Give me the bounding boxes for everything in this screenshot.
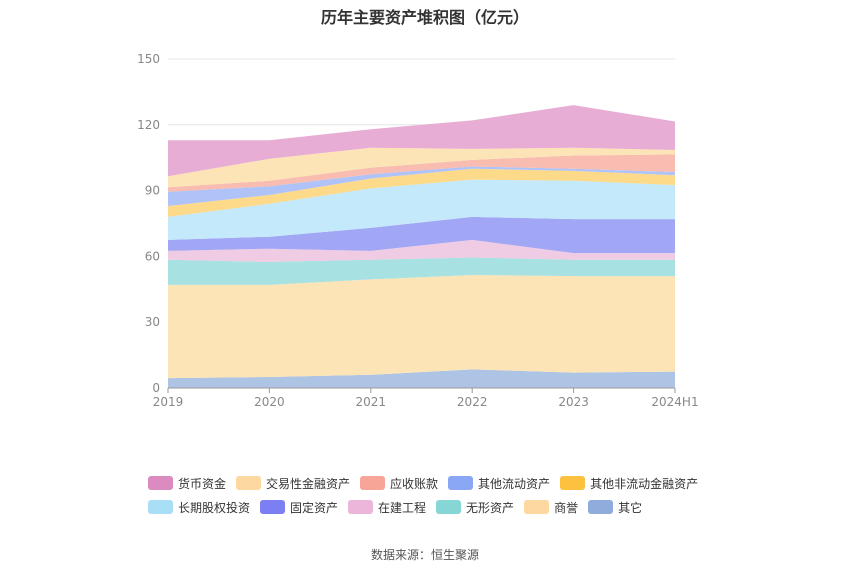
series-area-应收账款 (168, 154, 675, 192)
series-area-固定资产 (168, 216, 675, 254)
legend-row: 货币资金 交易性金融资产 应收账款 其他流动资产 其他非流动金融资产 (148, 471, 728, 495)
series-area-交易性金融资产 (168, 147, 675, 188)
series-area-其他流动资产 (168, 166, 675, 206)
legend-item[interactable]: 其他流动资产 (448, 475, 550, 492)
x-tick-label: 2021 (356, 395, 387, 409)
legend-swatch (448, 476, 474, 490)
legend-swatch (148, 476, 173, 490)
legend-swatch (348, 500, 374, 514)
legend-label: 无形资产 (466, 500, 515, 515)
series-area-长期股权投资 (168, 179, 675, 240)
series-area-在建工程 (168, 239, 675, 262)
legend-label: 在建工程 (378, 500, 427, 515)
legend-item[interactable]: 其它 (588, 499, 642, 516)
legend-swatch (236, 476, 262, 490)
legend-row: 长期股权投资 固定资产 在建工程 无形资产 商誉 其它 (148, 495, 728, 519)
legend-label: 应收账款 (390, 476, 439, 491)
legend-label: 长期股权投资 (178, 500, 251, 515)
legend-label: 固定资产 (290, 500, 339, 515)
legend-swatch (260, 500, 286, 514)
x-tick-label: 2023 (558, 395, 589, 409)
chart-title: 历年主要资产堆积图（亿元） (320, 8, 529, 27)
legend-label: 其他非流动金融资产 (590, 476, 699, 491)
x-tick-label: 2024H1 (651, 395, 698, 409)
series-area-商誉 (168, 275, 675, 379)
series-area-其他非流动金融资产 (168, 168, 675, 217)
data-source: 数据来源：恒生聚源 (370, 548, 479, 562)
series-area-无形资产 (168, 257, 675, 285)
legend-label: 其它 (618, 500, 643, 515)
y-tick-label: 90 (145, 184, 160, 198)
stacked-area-chart: 0 30 60 90 120 150 2019 2020 2021 2022 2023 2024H1 (137, 52, 699, 409)
legend-label: 其他流动资产 (478, 476, 551, 491)
y-tick-label: 150 (137, 52, 160, 66)
legend-swatch (360, 476, 386, 490)
y-tick-label: 120 (137, 118, 160, 132)
series-area-其它 (168, 369, 675, 388)
legend-item[interactable]: 应收账款 (360, 475, 438, 492)
x-tick-label: 2019 (153, 395, 184, 409)
series-area-货币资金 (168, 105, 675, 177)
x-tick-label: 2022 (457, 395, 488, 409)
legend-swatch (148, 500, 173, 514)
legend-item[interactable]: 交易性金融资产 (236, 475, 350, 492)
legend-swatch (524, 500, 550, 514)
legend-item[interactable]: 货币资金 (148, 475, 226, 492)
legend-item[interactable]: 固定资产 (260, 499, 338, 516)
y-tick-label: 30 (145, 315, 160, 329)
legend-swatch (436, 500, 462, 514)
legend-item[interactable]: 无形资产 (436, 499, 514, 516)
y-tick-label: 0 (152, 381, 160, 395)
legend-item[interactable]: 长期股权投资 (148, 499, 250, 516)
chart-legend: 货币资金 交易性金融资产 应收账款 其他流动资产 其他非流动金融资产 长期股权投资 固定资… (148, 471, 728, 519)
legend-item[interactable]: 其他非流动金融资产 (560, 475, 698, 492)
legend-item[interactable]: 在建工程 (348, 499, 426, 516)
y-tick-label: 60 (145, 249, 160, 263)
legend-swatch (560, 476, 586, 490)
legend-swatch (588, 500, 614, 514)
legend-label: 商誉 (554, 500, 579, 515)
legend-label: 货币资金 (178, 476, 227, 491)
x-tick-label: 2020 (254, 395, 285, 409)
legend-item[interactable]: 商誉 (524, 499, 578, 516)
legend-label: 交易性金融资产 (266, 476, 351, 491)
